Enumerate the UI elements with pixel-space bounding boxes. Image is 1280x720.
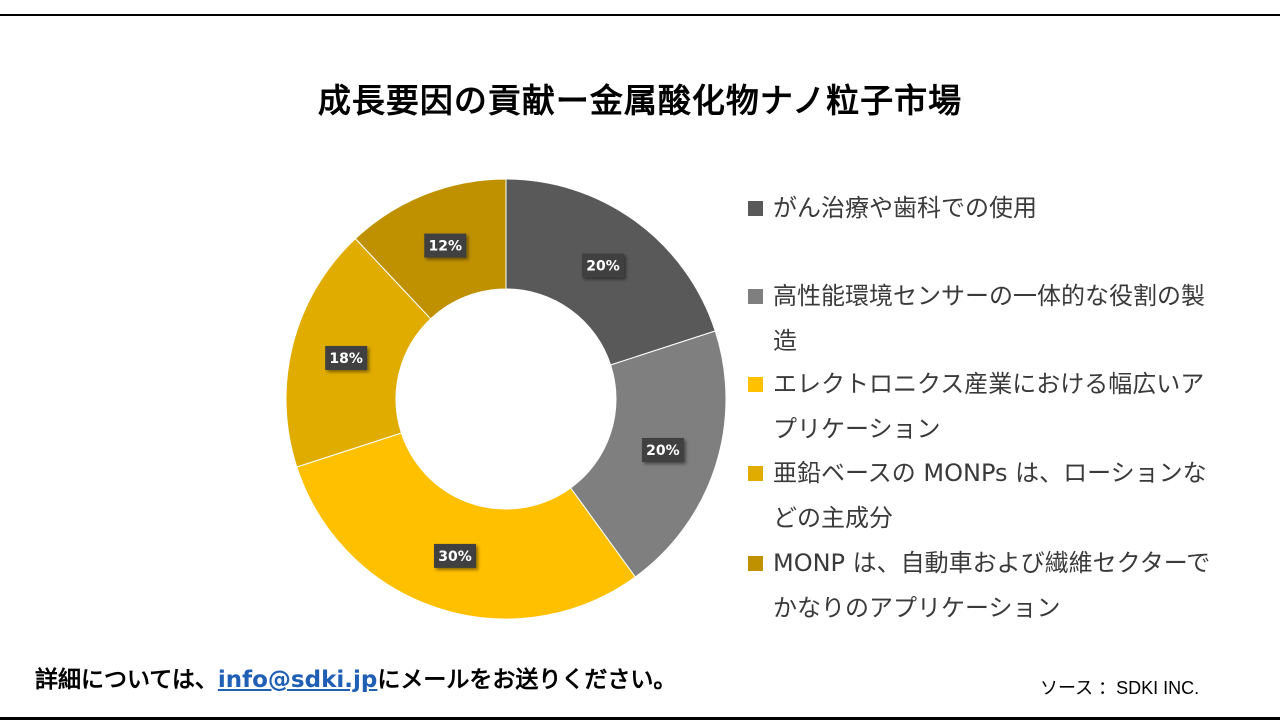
contact-suffix: にメールをお送りください。 [377,667,677,693]
legend-item: 高性能環境センサーの一体的な役割の製造 [748,274,1218,364]
data-label-text: 18% [329,351,363,367]
data-label-box [641,437,684,462]
data-label: 20% [641,437,684,462]
data-label-text: 12% [429,239,463,255]
legend-swatch-square-icon [748,201,763,216]
legend-label: エレクトロニクス産業における幅広いアプリケーション [773,370,1205,443]
legend-label: 高性能環境センサーの一体的な役割の製造 [773,282,1205,355]
data-label-box [424,233,467,258]
legend-swatch-square-icon [748,466,763,481]
legend-label: MONP は、自動車および繊維セクターでかなりのアプリケーション [773,549,1211,622]
bottom-rule [0,717,1280,720]
donut-slice [296,432,637,620]
legend-swatch-square-icon [748,377,763,392]
contact-note: 詳細については、info@sdki.jpにメールをお送りください。 [35,660,676,694]
legend-label: 亜鉛ベースの MONPs は、ローションなどの主成分 [773,459,1207,532]
data-label-box [581,253,624,278]
legend-label: がん治療や歯科での使用 [773,194,1037,222]
legend-swatch-square-icon [748,556,763,571]
legend-item: エレクトロニクス産業における幅広いアプリケーション [748,362,1218,452]
data-label: 12% [424,233,467,258]
legend-swatch-square-icon [748,289,763,304]
donut-chart: 20% 20% 30% 18% 12% [285,178,727,620]
contact-prefix: 詳細については、 [35,667,218,693]
data-label-box [434,543,477,568]
source-label: ソース ：SDKI INC. [1040,678,1200,698]
data-label: 20% [581,253,624,278]
top-rule [0,14,1280,16]
data-label: 18% [325,345,368,370]
chart-title: 成長要因の貢献ー金属酸化物ナノ粒子市場 [317,81,963,120]
data-label-text: 20% [586,259,620,275]
legend-item: がん治療や歯科での使用 [748,186,1218,231]
data-label-box [325,345,368,370]
legend-item: MONP は、自動車および繊維セクターでかなりのアプリケーション [748,541,1218,631]
data-label: 30% [434,543,477,568]
legend-item: 亜鉛ベースの MONPs は、ローションなどの主成分 [748,451,1218,541]
data-label-text: 30% [438,549,472,565]
email-link[interactable]: info@sdki.jp [217,667,378,693]
data-label-text: 20% [646,443,680,459]
